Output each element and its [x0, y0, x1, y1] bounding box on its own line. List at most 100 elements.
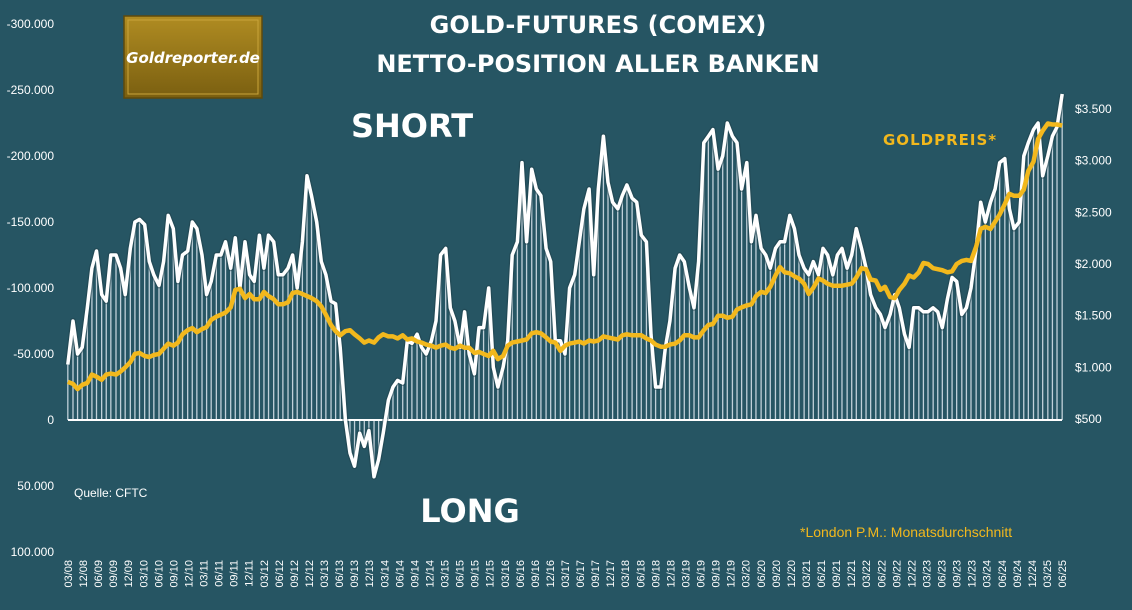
source-label: Quelle: CFTC: [74, 486, 148, 500]
x-tick-label: 03/13: [319, 560, 331, 588]
x-tick-label: 09/21: [831, 560, 843, 588]
y-left-tick-label: 100.000: [11, 545, 55, 559]
x-tick-label: 12/17: [605, 560, 617, 588]
x-tick-label: 06/13: [334, 560, 346, 588]
x-tick-label: 09/16: [530, 560, 542, 588]
x-tick-label: 06/21: [816, 560, 828, 588]
x-tick-label: 03/14: [379, 560, 391, 588]
x-tick-label: 06/11: [214, 560, 226, 587]
y-left-tick-label: -50.000: [13, 347, 54, 361]
x-tick-label: 03/22: [861, 560, 873, 588]
x-tick-label: 12/09: [123, 560, 135, 588]
short-label: SHORT: [351, 107, 473, 145]
x-tick-label: 03/12: [259, 560, 271, 588]
y-left-tick-label: -300.000: [7, 17, 55, 31]
x-tick-label: 12/12: [304, 560, 316, 588]
x-tick-label: 09/17: [590, 560, 602, 588]
x-tick-label: 12/11: [244, 560, 256, 587]
x-tick-label: 09/22: [891, 560, 903, 588]
y-right-tick-label: $2.500: [1075, 205, 1112, 219]
y-left-tick-label: -150.000: [7, 215, 55, 229]
x-tick-label: 06/16: [515, 560, 527, 588]
x-tick-label: 03/25: [1042, 560, 1054, 588]
x-tick-label: 09/19: [711, 560, 723, 588]
x-tick-label: 06/22: [876, 560, 888, 588]
y-axis-left: -300.000 -250.000 -200.000 -150.000 -100.000…: [7, 17, 55, 559]
x-tick-label: 03/11: [199, 560, 211, 587]
x-tick-label: 09/18: [650, 560, 662, 588]
x-tick-label: 06/12: [274, 560, 286, 588]
chart-title-line2: NETTO-POSITION ALLER BANKEN: [376, 50, 819, 78]
x-tick-label: 03/17: [560, 560, 572, 588]
x-tick-label: 09/23: [952, 560, 964, 588]
x-tick-label: 06/20: [756, 560, 768, 588]
x-tick-label: 03/23: [922, 560, 934, 588]
logo-text: Goldreporter.de: [126, 49, 260, 67]
x-tick-label: 06/15: [455, 560, 467, 588]
x-tick-label: 09/20: [771, 560, 783, 588]
x-tick-label: 03/15: [440, 560, 452, 588]
y-right-tick-label: $3.500: [1075, 102, 1112, 116]
logo-inner-border: [127, 19, 259, 95]
x-tick-label: 03/18: [620, 560, 632, 588]
chart-title-line1: GOLD-FUTURES (COMEX): [430, 11, 767, 39]
footnote: *London P.M.: Monatsdurchschnitt: [800, 524, 1012, 540]
x-tick-label: 12/22: [906, 560, 918, 588]
long-label: LONG: [420, 492, 520, 530]
x-tick-label: 12/21: [846, 560, 858, 588]
x-tick-label: 06/17: [575, 560, 587, 588]
x-tick-label: 06/24: [997, 560, 1009, 588]
x-tick-label: 12/19: [726, 560, 738, 588]
y-axis-right: $500 $1.000 $1.500 $2.000 $2.500 $3.000 $3.500: [1075, 102, 1112, 426]
x-tick-label: 12/13: [364, 560, 376, 588]
x-tick-label: 06/09: [93, 560, 105, 588]
x-tick-label: 09/12: [289, 560, 301, 588]
x-tick-label: 06/19: [696, 560, 708, 588]
x-axis: 03/08 12/08 06/09 09/09 12/09 03/10 06/10 09/10…: [63, 560, 1069, 588]
x-tick-label: 09/09: [108, 560, 120, 588]
y-right-tick-label: $2.000: [1075, 257, 1112, 271]
x-tick-label: 03/16: [500, 560, 512, 588]
x-tick-label: 09/10: [168, 560, 180, 588]
series-lines: [64, 93, 1066, 480]
logo: Goldreporter.de: [123, 15, 263, 99]
x-tick-label: 12/24: [1027, 560, 1039, 588]
x-tick-label: 03/24: [982, 560, 994, 588]
x-tick-label: 06/25: [1057, 560, 1069, 588]
x-tick-label: 03/10: [138, 560, 150, 588]
y-left-tick-label: -100.000: [7, 281, 55, 295]
y-left-tick-label: 0: [47, 413, 54, 427]
x-tick-label: 03/20: [741, 560, 753, 588]
x-tick-label: 09/15: [470, 560, 482, 588]
x-tick-label: 09/24: [1012, 560, 1024, 588]
x-tick-label: 12/23: [967, 560, 979, 588]
x-tick-label: 12/20: [786, 560, 798, 588]
x-tick-label: 12/14: [425, 560, 437, 588]
x-tick-label: 03/08: [63, 560, 75, 588]
y-right-tick-label: $1.500: [1075, 309, 1112, 323]
logo-plate: [123, 15, 263, 99]
goldpreis-label: GOLDPREIS*: [883, 131, 997, 149]
x-tick-label: 03/19: [681, 560, 693, 588]
x-tick-label: 12/18: [665, 560, 677, 588]
x-tick-label: 06/14: [394, 560, 406, 588]
x-tick-label: 06/23: [937, 560, 949, 588]
x-tick-label: 06/18: [635, 560, 647, 588]
y-left-tick-label: -250.000: [7, 83, 55, 97]
x-tick-label: 09/14: [409, 560, 421, 588]
x-tick-label: 12/08: [78, 560, 90, 588]
y-left-tick-label: 50.000: [17, 479, 54, 493]
net-position-bars: [67, 93, 1063, 477]
x-tick-label: 09/13: [349, 560, 361, 588]
x-tick-label: 06/10: [153, 560, 165, 588]
x-tick-label: 12/10: [184, 560, 196, 588]
x-tick-label: 12/15: [485, 560, 497, 588]
y-right-tick-label: $500: [1075, 412, 1102, 426]
x-tick-label: 09/11: [229, 560, 241, 587]
x-tick-label: 03/21: [801, 560, 813, 588]
x-tick-label: 12/16: [545, 560, 557, 588]
series-goldpreis-line: [66, 121, 1063, 392]
y-left-tick-label: -200.000: [7, 149, 55, 163]
